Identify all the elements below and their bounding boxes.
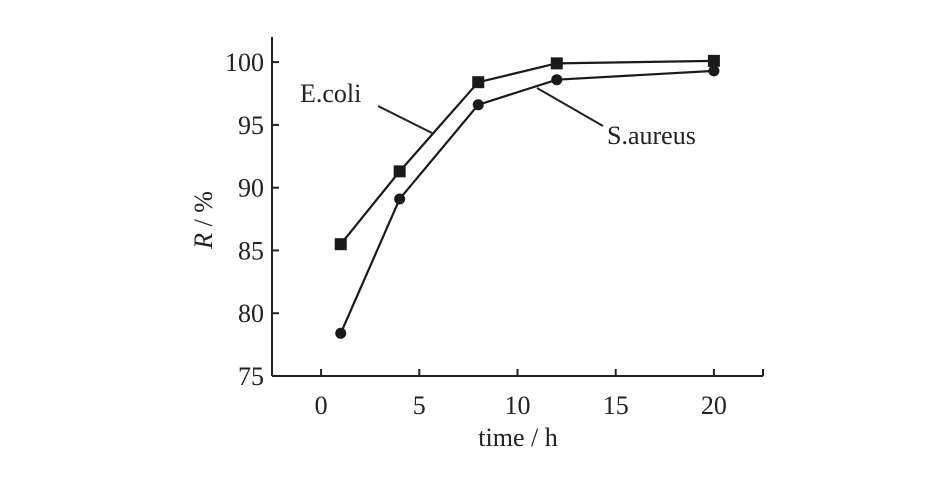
ecoli-point <box>707 54 720 67</box>
y-axis-unit: / % <box>189 191 218 233</box>
ecoli-series <box>334 54 720 251</box>
x-tick-label: 0 <box>315 391 328 420</box>
saureus-point <box>394 193 406 205</box>
ecoli-point <box>393 165 406 178</box>
x-tick-label: 10 <box>505 391 531 420</box>
saureus-point <box>472 99 484 111</box>
x-tick-label: 20 <box>701 391 727 420</box>
ecoli-point <box>550 57 563 70</box>
x-axis-title: time / h <box>478 423 557 452</box>
ecoli-label-leader <box>377 105 435 135</box>
x-ticks: 0 5 10 15 20 <box>271 369 764 420</box>
ecoli-point <box>472 76 485 89</box>
saureus-label-leader <box>536 87 604 127</box>
x-tick-label: 5 <box>413 391 426 420</box>
saureus-point <box>335 327 347 339</box>
saureus-point <box>551 74 563 86</box>
ecoli-point <box>334 238 347 251</box>
y-tick-label: 85 <box>238 236 264 265</box>
saureus-point <box>708 65 720 77</box>
y-tick-label: 75 <box>238 362 264 391</box>
y-tick-label: 100 <box>225 48 264 77</box>
x-tick-label: 15 <box>603 391 629 420</box>
y-tick-label: 80 <box>238 299 264 328</box>
y-tick-label: 95 <box>238 111 264 140</box>
saureus-series <box>335 65 720 339</box>
y-tick-label: 90 <box>238 174 264 203</box>
y-axis-symbol: R <box>189 233 218 250</box>
y-axis-title: R / % <box>189 191 218 250</box>
y-ticks: 75 80 85 90 95 100 <box>225 48 279 391</box>
saureus-series-label: S.aureus <box>607 121 696 150</box>
series-layer <box>334 54 720 339</box>
series-label-leaders <box>377 87 604 135</box>
ecoli-series-label: E.coli <box>300 79 361 108</box>
